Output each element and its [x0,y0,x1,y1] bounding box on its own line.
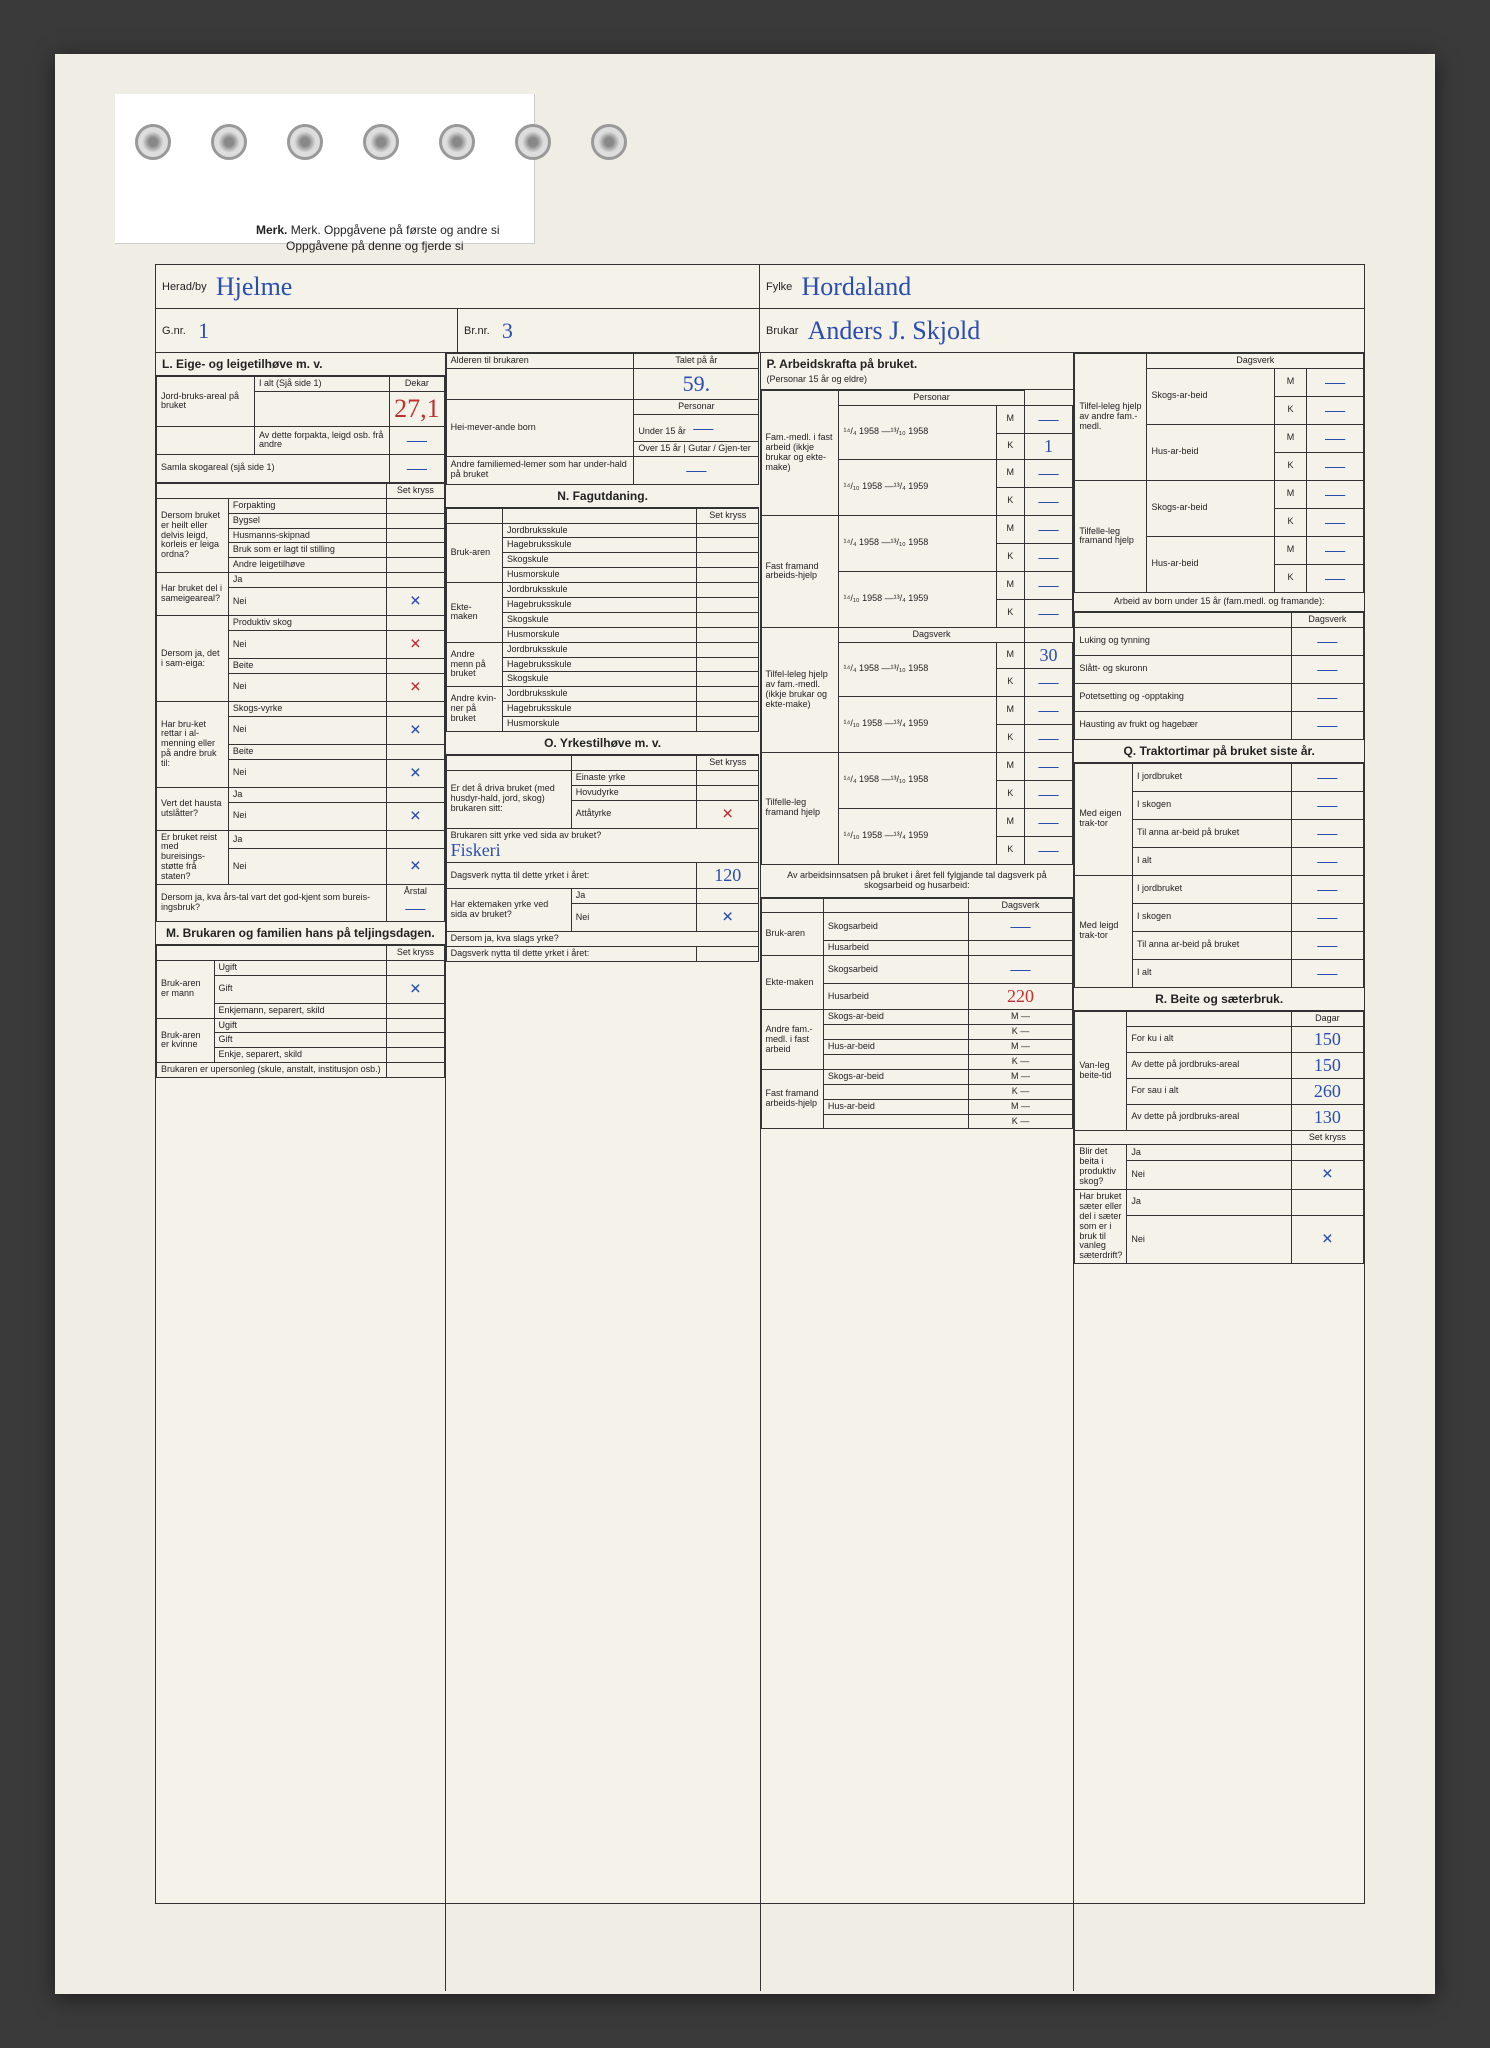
merk-note: Merk. Merk. Oppgåvene på første og andre… [256,223,499,254]
section-M-title: M. Brukaren og familien hans på teljings… [156,922,445,945]
dagsverk-value: 120 [714,865,741,885]
yrke-value: Fiskeri [451,840,501,860]
right-column: P. Arbeidskrafta på bruket. (Personar 15… [761,353,1365,1991]
section-Q-title: Q. Traktortimar på bruket siste år. [1074,740,1364,763]
table-P-dagsverk: Dagsverk Bruk-aren Skogsarbeid— Husarbei… [761,898,1074,1130]
herad-value: Hjelme [216,272,293,302]
left-column: L. Eige- og leigetilhøve m. v. Jord-bruk… [156,353,761,1991]
table-R: Van-leg beite-tid Dagar For ku i alt 150… [1074,1011,1364,1265]
gnr-value: 1 [198,318,209,344]
ialt-value: 27,1 [394,394,440,423]
brnr-label: Br.nr. [464,325,490,337]
brukar-value: Anders J. Skjold [808,316,981,346]
section-O-title: O. Yrkestilhøve m. v. [446,732,760,755]
section-P-title: P. Arbeidskrafta på bruket. (Personar 15… [761,353,1074,390]
fylke-value: Hordaland [801,272,911,302]
form: Merk. Merk. Oppgåvene på første og andre… [155,264,1365,1904]
table-L-leige: Set kryss Dersom bruket er heilt eller d… [156,483,445,922]
brnr-value: 3 [502,318,513,344]
table-O: Set kryss Er det å driva bruket (med hus… [446,755,760,962]
table-Q: Med eigen trak-tor I jordbruket— I skoge… [1074,763,1364,988]
alder-value: 59. [683,371,711,396]
merk-line2: Oppgåvene på denne og fjerde si [286,239,463,253]
table-alder: Alderen til brukaren Talet på år 59. Hei… [446,353,760,485]
table-P-right: Tilfel-leleg hjelp av andre fam.-medl. D… [1074,353,1364,593]
arbeid-born-label: Arbeid av born under 15 år (fam.medl. og… [1074,593,1364,612]
table-P-personar: Fam.-medl. i fast arbeid (ikkje brukar o… [761,390,1074,865]
av-arbeid-note: Av arbeidsinnsatsen på bruket i året fel… [761,865,1074,898]
section-L-title: L. Eige- og leigetilhøve m. v. [156,353,445,376]
table-P-born: Dagsverk Luking og tynning— Slått- og sk… [1074,612,1364,740]
binding-holes [135,124,627,160]
header-row-1: Herad/by Hjelme Fylke Hordaland [156,265,1364,309]
torn-overlay [115,94,535,244]
brukar-label: Brukar [766,325,798,337]
table-L-areal: Jord-bruks-areal på bruket I alt (Sjå si… [156,376,445,483]
document-page: Merk. Merk. Oppgåvene på første og andre… [55,54,1435,1994]
fylke-label: Fylke [766,281,792,293]
table-M: Set kryss Bruk-aren er mann Ugift Gift ×… [156,945,445,1078]
main-grid: L. Eige- og leigetilhøve m. v. Jord-bruk… [156,353,1364,1991]
table-N: Set kryss Bruk-aren Jordbruksskule Hageb… [446,508,760,732]
gnr-label: G.nr. [162,325,186,337]
herad-label: Herad/by [162,281,207,293]
section-R-title: R. Beite og sæterbruk. [1074,988,1364,1011]
section-N-title: N. Fagutdaning. [446,485,760,508]
merk-line1: Merk. Oppgåvene på første og andre si [291,223,500,237]
header-row-2: G.nr. 1 Br.nr. 3 Brukar Anders J. Skjold [156,309,1364,353]
